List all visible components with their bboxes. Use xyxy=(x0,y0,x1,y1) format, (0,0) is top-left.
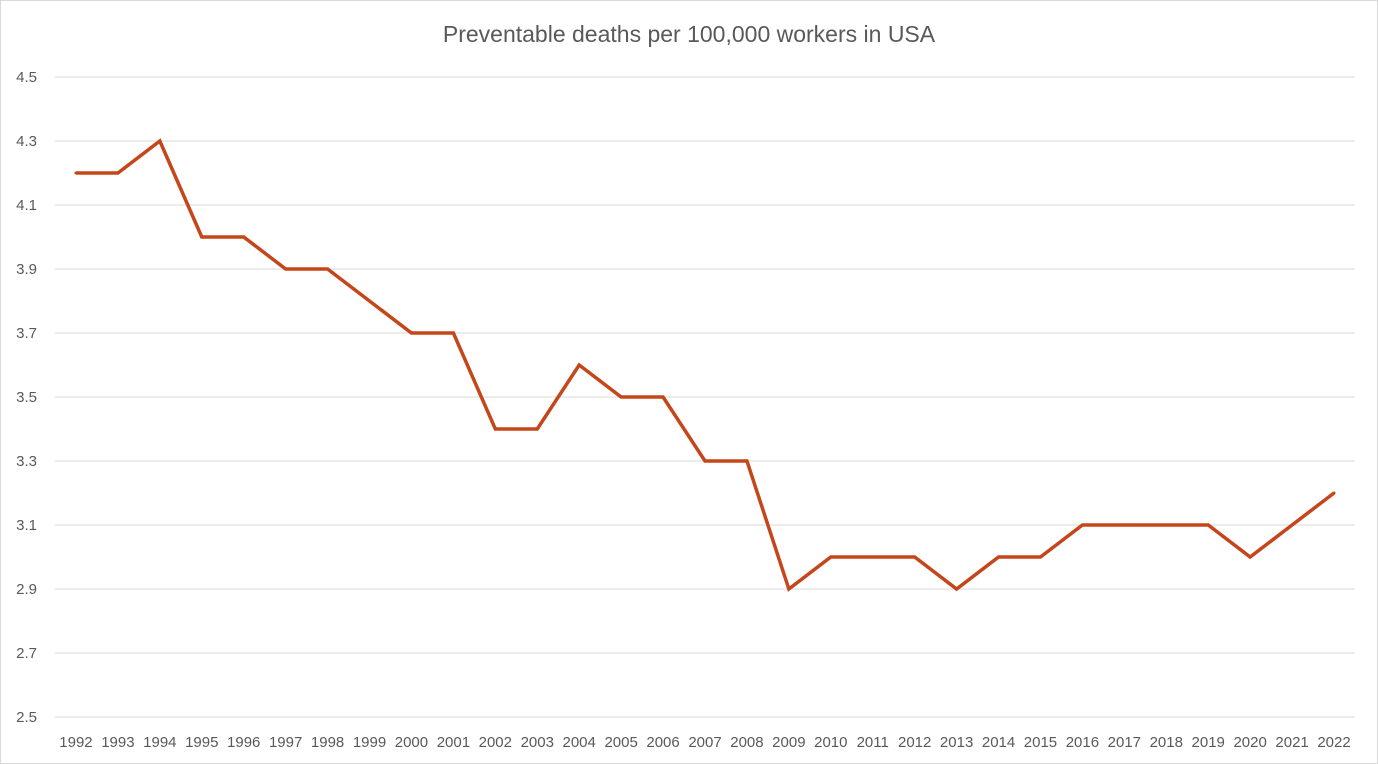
data-point xyxy=(1122,523,1126,527)
y-tick-label: 3.3 xyxy=(16,453,37,470)
data-point xyxy=(242,235,246,239)
x-tick-label: 2009 xyxy=(772,734,805,751)
data-point xyxy=(451,331,455,335)
data-point xyxy=(871,555,875,559)
y-tick-label: 3.1 xyxy=(16,517,37,534)
data-point xyxy=(158,139,162,143)
x-tick-label: 2014 xyxy=(982,734,1015,751)
data-point xyxy=(787,587,791,591)
x-tick-label: 2011 xyxy=(857,734,889,751)
data-point xyxy=(1206,523,1210,527)
data-point xyxy=(409,331,413,335)
chart-title: Preventable deaths per 100,000 workers i… xyxy=(442,21,936,47)
x-tick-label: 2002 xyxy=(479,734,512,751)
data-point xyxy=(997,555,1001,559)
data-point xyxy=(1038,555,1042,559)
y-tick-label: 4.1 xyxy=(16,197,37,214)
y-tick-label: 2.9 xyxy=(16,581,37,598)
x-tick-label: 2000 xyxy=(395,734,428,751)
x-tick-label: 1996 xyxy=(227,734,260,751)
data-point xyxy=(913,555,917,559)
data-point xyxy=(284,267,288,271)
y-tick-label: 3.7 xyxy=(16,325,37,342)
data-point xyxy=(1290,523,1294,527)
data-point xyxy=(703,459,707,463)
data-point xyxy=(955,587,959,591)
data-point xyxy=(368,299,372,303)
data-point xyxy=(745,459,749,463)
data-point xyxy=(829,555,833,559)
series-layer xyxy=(74,138,1336,592)
data-point xyxy=(577,363,581,367)
x-tick-label: 2004 xyxy=(563,734,596,751)
x-tick-label: 2018 xyxy=(1150,734,1183,751)
data-point xyxy=(661,395,665,399)
x-tick-label: 2012 xyxy=(898,734,931,751)
x-tick-label: 1994 xyxy=(143,734,176,751)
x-tick-label: 2015 xyxy=(1024,734,1057,751)
y-tick-label: 3.9 xyxy=(16,261,37,278)
x-tick-label: 1999 xyxy=(353,734,386,751)
x-tick-label: 2021 xyxy=(1275,734,1308,751)
x-tick-label: 1997 xyxy=(269,734,302,751)
x-tick-label: 2005 xyxy=(604,734,637,751)
y-tick-label: 2.7 xyxy=(16,645,37,662)
x-tick-label: 1995 xyxy=(185,734,218,751)
y-tick-label: 3.5 xyxy=(16,389,37,406)
x-tick-label: 2001 xyxy=(437,734,470,751)
x-tick-label: 1992 xyxy=(59,734,92,751)
x-tick-label: 2010 xyxy=(814,734,847,751)
y-tick-label: 4.5 xyxy=(16,69,37,86)
data-point xyxy=(1164,523,1168,527)
data-point xyxy=(1080,523,1084,527)
x-tick-label: 2022 xyxy=(1317,734,1350,751)
x-tick-label: 2016 xyxy=(1066,734,1099,751)
data-point xyxy=(535,427,539,431)
x-tick-label: 2013 xyxy=(940,734,973,751)
x-tick-label: 2006 xyxy=(646,734,679,751)
x-tick-label: 1998 xyxy=(311,734,344,751)
y-axis-tick-labels: 2.5 2.7 2.9 3.1 3.3 3.5 3.7 3.9 4.1 4.3 4.5 xyxy=(16,69,37,726)
x-tick-label: 2008 xyxy=(730,734,763,751)
x-tick-label: 1993 xyxy=(101,734,134,751)
data-point xyxy=(1332,491,1336,495)
y-tick-label: 2.5 xyxy=(16,709,37,726)
data-point xyxy=(619,395,623,399)
data-point xyxy=(493,427,497,431)
x-tick-label: 2019 xyxy=(1192,734,1225,751)
data-point xyxy=(200,235,204,239)
gridlines xyxy=(55,76,1355,718)
y-tick-label: 4.3 xyxy=(16,133,37,150)
data-point xyxy=(74,171,78,175)
data-point xyxy=(116,171,120,175)
x-tick-label: 2017 xyxy=(1108,734,1141,751)
data-point xyxy=(1248,555,1252,559)
x-axis-tick-labels: 1992 1993 1994 1995 1996 1997 1998 1999 2000 2001… xyxy=(59,734,1350,751)
x-tick-label: 2020 xyxy=(1233,734,1266,751)
series-line xyxy=(75,138,1336,592)
data-point xyxy=(326,267,330,271)
x-tick-label: 2007 xyxy=(688,734,721,751)
x-tick-label: 2003 xyxy=(521,734,554,751)
